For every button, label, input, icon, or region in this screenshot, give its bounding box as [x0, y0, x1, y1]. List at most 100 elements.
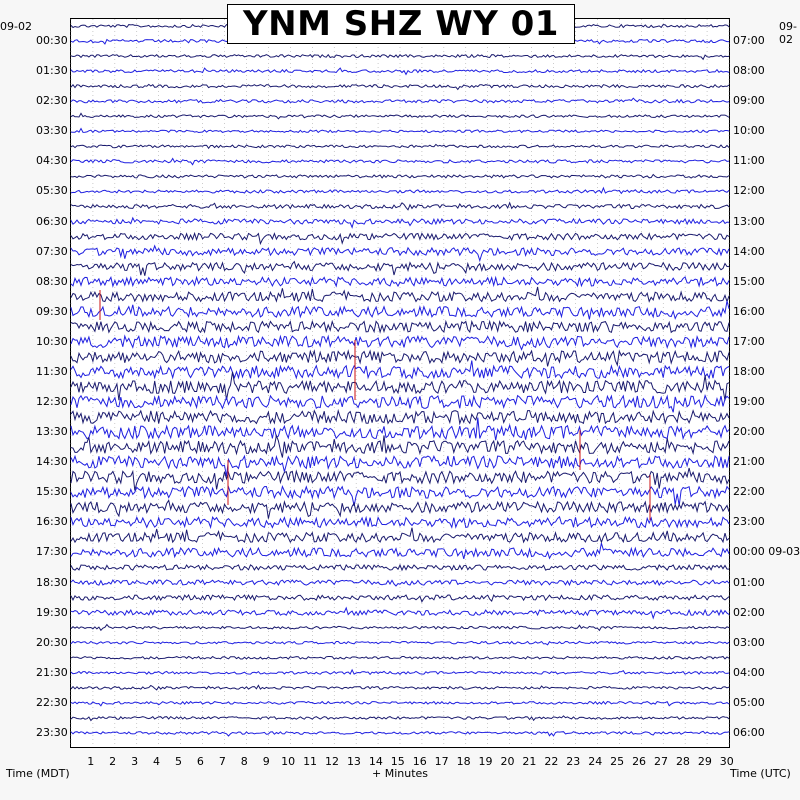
trace-line [70, 527, 730, 544]
x-tick-label: 28 [675, 755, 690, 768]
right-time-tick: 23:00 [733, 515, 765, 529]
trace-line [70, 579, 730, 587]
trace-line [70, 668, 730, 676]
trace-line [70, 563, 730, 572]
trace-line [70, 349, 730, 367]
right-time-tick: 17:00 [733, 334, 765, 348]
left-time-tick: 17:30 [36, 545, 68, 559]
trace-line [70, 97, 730, 104]
left-time-tick: 09:30 [36, 304, 68, 318]
trace-line [70, 454, 730, 477]
chart-title: YNM SHZ WY 01 [227, 4, 575, 44]
trace-line [70, 433, 730, 458]
left-time-tick: 00:30 [36, 34, 68, 48]
trace-line [70, 700, 730, 707]
x-tick-label: 12 [325, 755, 339, 768]
right-time-tick: 19:00 [733, 395, 765, 409]
right-time-tick: 16:00 [733, 304, 765, 318]
right-time-tick: 22:00 [733, 485, 765, 499]
trace-line [70, 275, 730, 288]
trace-line [70, 417, 730, 441]
trace-line [70, 67, 730, 76]
x-tick-label: 17 [434, 755, 449, 768]
left-time-tick: 04:30 [36, 154, 68, 168]
trace-line [70, 594, 730, 603]
x-tick-label: 11 [303, 755, 318, 768]
right-time-tick: 20:00 [733, 425, 765, 439]
trace-line [70, 484, 730, 507]
x-axis-label: + Minutes [372, 767, 429, 780]
x-tick-label: 2 [109, 755, 117, 768]
trace-line [70, 606, 730, 620]
trace-line [70, 244, 730, 263]
right-time-tick: 15:00 [733, 274, 765, 288]
trace-line [70, 715, 730, 722]
x-tick-label: 24 [588, 755, 603, 768]
x-tick-label: 9 [262, 755, 270, 768]
trace-line [70, 640, 730, 646]
trace-line [70, 83, 730, 91]
left-time-tick: 11:30 [36, 364, 68, 378]
x-tick-label: 14 [368, 755, 383, 768]
right-time-tick: 13:00 [733, 214, 765, 228]
x-tick-label: 16 [412, 755, 427, 768]
x-tick-label: 18 [456, 755, 471, 768]
trace-line [70, 173, 730, 179]
right-time-tick: 21:00 [733, 455, 765, 469]
trace-line [70, 186, 730, 195]
trace-line [70, 334, 730, 351]
right-date-label: 09-02 [779, 20, 797, 46]
left-time-tick: 12:30 [36, 395, 68, 409]
x-tick-label: 20 [500, 755, 515, 768]
left-time-tick: 07:30 [36, 244, 68, 258]
trace-line [70, 542, 730, 560]
trace-line [70, 319, 730, 334]
left-time-tick: 18:30 [36, 575, 68, 589]
right-time-tick: 01:00 [733, 575, 765, 589]
right-time-tick: 14:00 [733, 244, 765, 258]
trace-line [70, 260, 730, 276]
left-time-tick: 23:30 [36, 725, 68, 739]
trace-line [70, 143, 730, 150]
left-time-tick: 08:30 [36, 274, 68, 288]
trace-line [70, 515, 730, 530]
trace-line [70, 371, 730, 401]
x-tick-label: 23 [566, 755, 581, 768]
x-tick-label: 8 [240, 755, 248, 768]
left-time-tick: 13:30 [36, 425, 68, 439]
x-tick-label: 25 [610, 755, 625, 768]
right-time-tick: 11:00 [733, 154, 765, 168]
x-tick-label: 22 [544, 755, 559, 768]
trace-line [70, 655, 730, 660]
left-time-tick: 01:30 [36, 64, 68, 78]
trace-line [70, 112, 730, 120]
trace-line [70, 300, 730, 320]
right-time-tick: 08:00 [733, 64, 765, 78]
trace-line [70, 231, 730, 246]
trace-line [70, 157, 730, 166]
x-tick-label: 6 [196, 755, 204, 768]
right-time-tick: 10:00 [733, 124, 765, 138]
trace-line [70, 499, 730, 519]
x-tick-label: 27 [654, 755, 668, 768]
trace-line [70, 684, 730, 691]
trace-line [70, 623, 730, 632]
left-time-tick: 16:30 [36, 515, 68, 529]
left-time-tick: 03:30 [36, 124, 68, 138]
left-time-tick: 21:30 [36, 665, 68, 679]
right-time-tick: 02:00 [733, 605, 765, 619]
left-time-tick: 10:30 [36, 334, 68, 348]
left-axis-title: Time (MDT) [6, 767, 70, 780]
trace-line [70, 467, 730, 491]
right-axis-title: Time (UTC) [730, 767, 791, 780]
trace-line [70, 408, 730, 426]
left-time-tick: 05:30 [36, 184, 68, 198]
trace-line [70, 201, 730, 211]
x-tick-label: 7 [218, 755, 226, 768]
right-time-tick: 06:00 [733, 725, 765, 739]
x-tick-label: 21 [522, 755, 537, 768]
left-time-tick: 22:30 [36, 695, 68, 709]
right-time-tick: 00:00 09-03 [733, 545, 800, 559]
trace-line [70, 286, 730, 304]
